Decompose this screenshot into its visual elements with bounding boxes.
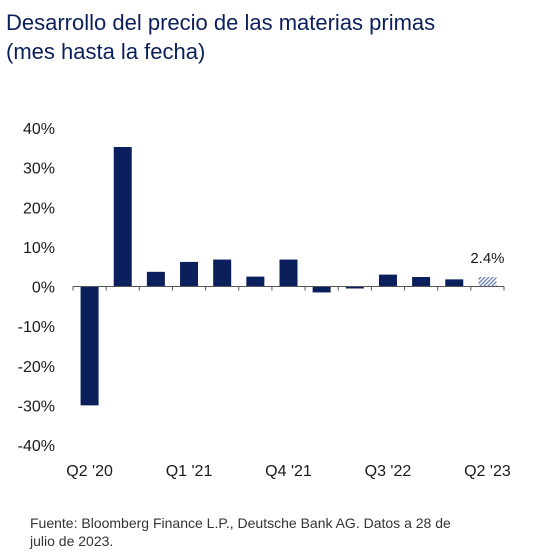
bar [445,279,464,287]
y-tick-label: 40% [23,121,55,138]
bar [378,274,397,287]
bar [213,259,232,287]
source-line-1: Fuente: Bloomberg Finance L.P., Deutsche… [30,515,451,531]
y-tick-label: 10% [23,240,55,257]
y-tick-label: 20% [23,200,55,217]
bar [412,276,431,287]
bar [246,276,265,287]
bar [146,271,165,287]
bar [345,286,364,289]
x-tick-label: Q2 '20 [66,463,113,480]
x-tick-label: Q4 '21 [265,463,312,480]
bar [279,259,298,287]
chart-title: Desarrollo del precio de las materias pr… [6,8,526,66]
bar-forecast [478,276,497,287]
bar [80,286,99,406]
bar-chart: 40% 30% 20% 10% 0% -10% -20% -30% -40% 2.4% Q2 '… [18,121,511,480]
y-tick-label: 0% [32,280,55,297]
data-label: 2.4% [470,250,504,267]
y-tick-label: -10% [18,319,55,336]
source-line-2: julio de 2023. [30,533,114,549]
title-line-1: Desarrollo del precio de las materias pr… [6,10,436,35]
y-tick-label: -30% [18,398,55,415]
y-tick-label: 30% [23,161,55,178]
title-line-2: (mes hasta la fecha) [6,39,206,64]
bar [180,261,199,287]
bar [113,147,132,287]
x-tick-label: Q1 '21 [166,463,213,480]
bar [312,286,331,293]
x-tick-label: Q2 '23 [464,463,511,480]
y-tick-label: -20% [18,359,55,376]
source-note: Fuente: Bloomberg Finance L.P., Deutsche… [30,514,530,550]
x-tick-label: Q3 '22 [365,463,412,480]
y-tick-label: -40% [18,438,55,455]
